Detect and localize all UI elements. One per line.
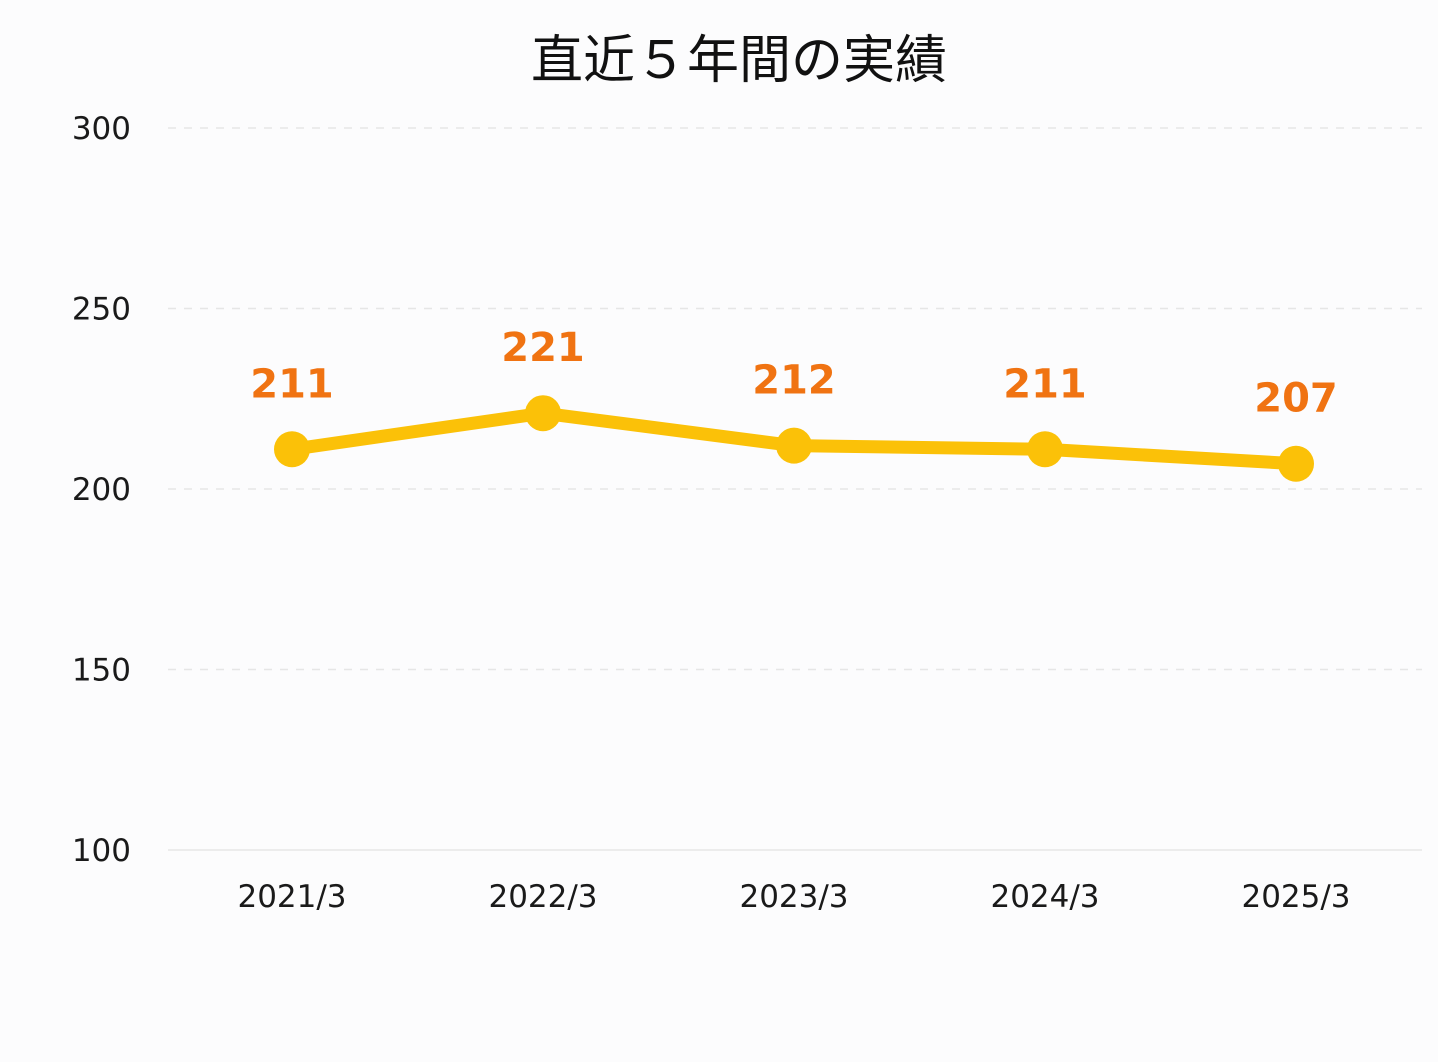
y-tick-label: 150 xyxy=(72,653,131,689)
grid xyxy=(168,127,1422,851)
data-labels: 211 221 212 211 207 xyxy=(250,325,1338,422)
y-tick-label: 200 xyxy=(72,472,131,508)
data-point xyxy=(1278,445,1314,482)
data-point xyxy=(776,427,812,464)
y-tick-label: 100 xyxy=(72,833,131,869)
data-point xyxy=(525,395,561,432)
y-axis: 300 250 200 150 100 xyxy=(72,111,131,869)
y-tick-label: 300 xyxy=(72,111,131,147)
x-tick-label: 2021/3 xyxy=(237,879,346,915)
x-tick-label: 2023/3 xyxy=(739,879,848,915)
x-tick-label: 2024/3 xyxy=(990,879,1099,915)
data-label: 207 xyxy=(1254,376,1338,422)
data-label: 221 xyxy=(501,325,585,371)
x-tick-label: 2022/3 xyxy=(488,879,597,915)
series-group xyxy=(274,395,1314,482)
y-tick-label: 250 xyxy=(72,292,131,328)
data-point xyxy=(274,431,310,468)
data-label: 211 xyxy=(1003,361,1087,407)
data-label: 211 xyxy=(250,361,334,407)
x-tick-label: 2025/3 xyxy=(1241,879,1350,915)
chart-title: 直近５年間の実績 xyxy=(531,31,947,91)
x-axis: 2021/3 2022/3 2023/3 2024/3 2025/3 xyxy=(237,879,1350,915)
data-label: 212 xyxy=(752,358,836,404)
data-point xyxy=(1027,431,1063,468)
